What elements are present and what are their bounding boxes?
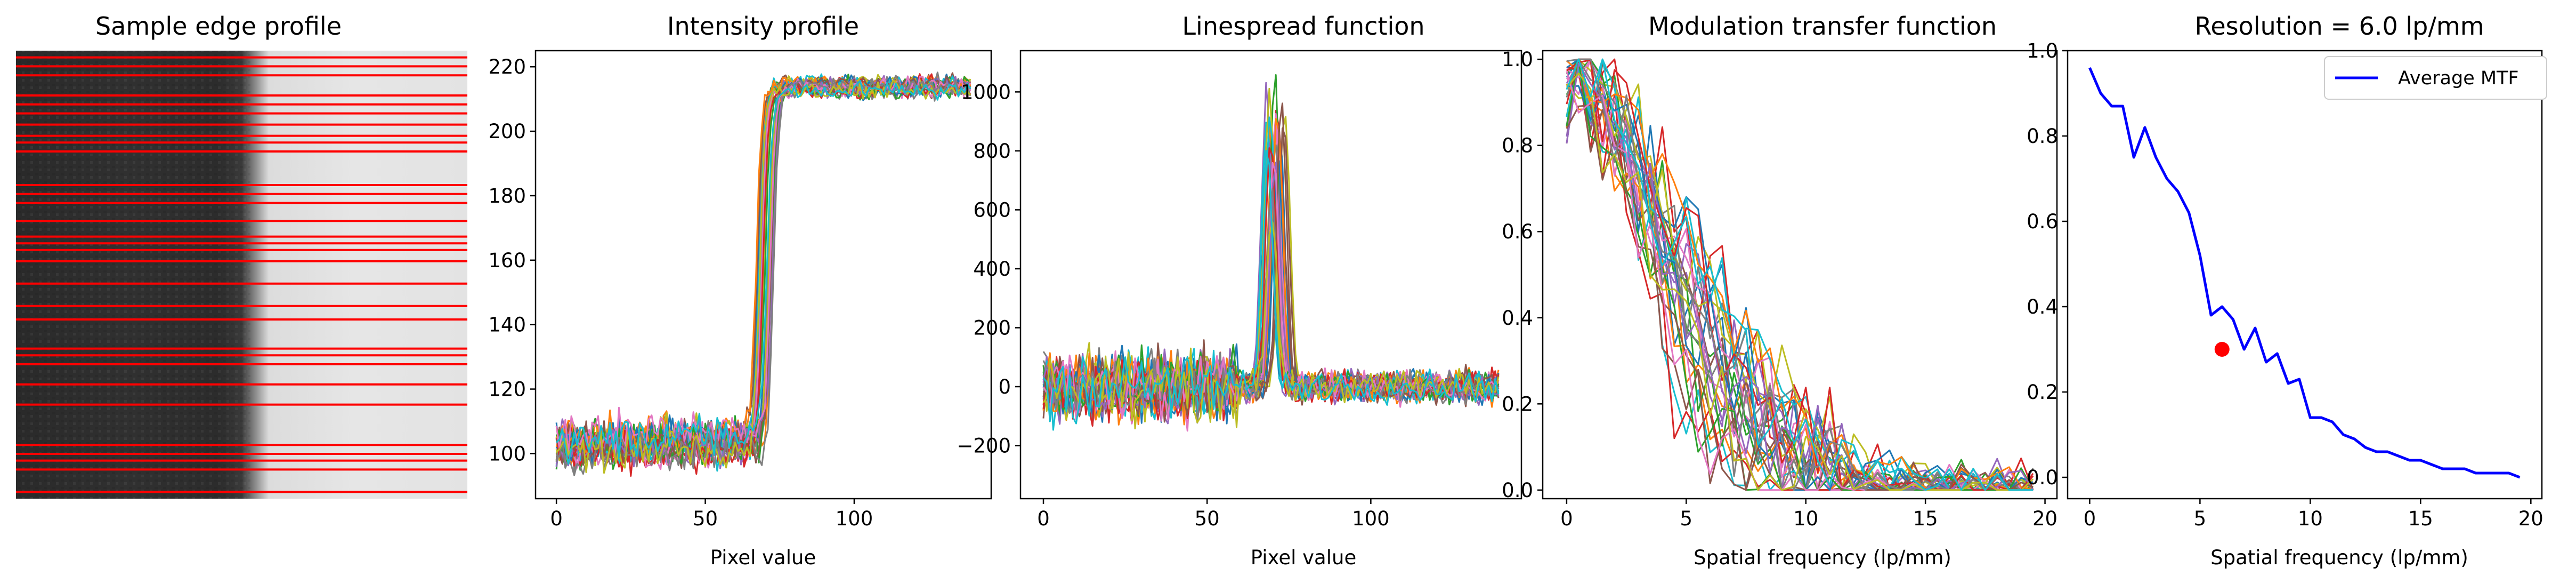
axes-frame xyxy=(1542,50,2058,500)
x-tick-label: 0 xyxy=(550,507,563,530)
x-tick-label: 20 xyxy=(2032,507,2057,530)
y-tick-label: 0.2 xyxy=(2027,381,2058,404)
x-tick-label: 15 xyxy=(1913,507,1938,530)
x-axis-label-resolution: Spatial frequency (lp/mm) xyxy=(2210,546,2468,569)
y-tick-label: 0.8 xyxy=(2027,125,2058,148)
y-tick-label: 0.6 xyxy=(2027,210,2058,233)
y-tick-label: 200 xyxy=(973,316,1011,339)
y-tick-label: 0 xyxy=(998,375,1011,398)
y-tick-label: 200 xyxy=(488,120,526,143)
mtf-series-10 xyxy=(1566,58,2034,491)
x-tick-label: 10 xyxy=(2298,507,2323,530)
panel-title-intensity: Intensity profile xyxy=(667,12,859,41)
y-tick-label: 0.4 xyxy=(2027,295,2058,318)
panel-title-mtf: Modulation transfer function xyxy=(1648,12,1997,41)
intensity-series-28 xyxy=(555,79,971,474)
x-axis-label-linespread: Pixel value xyxy=(1251,546,1356,569)
y-tick-label: 0.0 xyxy=(1502,479,1533,502)
lsf-series-29 xyxy=(1042,150,1500,425)
y-tick-label: 0.2 xyxy=(1502,393,1533,415)
mtf-series-23 xyxy=(1566,59,2034,491)
panel-sample-edge-profile: Sample edge profile xyxy=(16,12,467,499)
x-axis-label-mtf: Spatial frequency (lp/mm) xyxy=(1694,546,1951,569)
x-axis-label-intensity: Pixel value xyxy=(710,546,816,569)
panel-title-linespread: Linespread function xyxy=(1182,12,1424,41)
axes-frame xyxy=(1019,50,1522,500)
panel-intensity-profile: Intensity profile 0 50 100 100 120 140 160 180 2… xyxy=(488,12,992,569)
y-tick-label: 140 xyxy=(488,314,526,337)
x-tick-label: 50 xyxy=(693,507,718,530)
panel-linespread-function: Linespread function 0 50 100 −200 0 200 400 600… xyxy=(957,12,1522,569)
y-tick-label: 100 xyxy=(488,442,526,465)
legend: Average MTF xyxy=(2324,56,2547,100)
panel-mtf: Modulation transfer function 0 5 10 15 20 0.0… xyxy=(1502,12,2058,569)
average-mtf-line xyxy=(2088,67,2521,479)
x-tick-label: 0 xyxy=(1037,507,1050,530)
x-tick-label: 5 xyxy=(2194,507,2207,530)
y-tick-label: 0.4 xyxy=(1502,307,1533,330)
y-tick-label: 180 xyxy=(488,185,526,207)
x-tick-label: 0 xyxy=(2084,507,2096,530)
y-tick-label: 1000 xyxy=(961,81,1011,103)
legend-label-average-mtf: Average MTF xyxy=(2398,68,2519,89)
x-tick-label: 20 xyxy=(2518,507,2543,530)
x-tick-label: 5 xyxy=(1680,507,1693,530)
mtf-series-24 xyxy=(1566,62,2034,491)
x-tick-label: 10 xyxy=(1793,507,1818,530)
y-tick-label: 1.0 xyxy=(2027,39,2058,62)
y-tick-label: 600 xyxy=(973,198,1011,221)
y-tick-label: 0.0 xyxy=(2027,466,2058,489)
axes-frame xyxy=(534,50,992,500)
intensity-series-29 xyxy=(556,80,971,465)
y-tick-label: −200 xyxy=(957,435,1011,458)
panel-title-sample-edge: Sample edge profile xyxy=(95,12,342,41)
legend-frame xyxy=(2324,56,2547,100)
y-tick-label: 800 xyxy=(973,140,1011,163)
panel-title-resolution: Resolution = 6.0 lp/mm xyxy=(2194,12,2484,41)
scanlines xyxy=(16,56,467,493)
x-tick-label: 100 xyxy=(1352,507,1390,530)
resolution-marker xyxy=(2214,342,2230,357)
mtf-series-29 xyxy=(1566,58,2034,491)
y-tick-label: 220 xyxy=(488,55,526,78)
mtf-series-28 xyxy=(1566,73,2034,491)
y-tick-label: 0.6 xyxy=(1502,220,1533,243)
x-tick-label: 100 xyxy=(836,507,873,530)
panel-resolution: Resolution = 6.0 lp/mm 0 5 10 15 20 0.0 0.2 0.4… xyxy=(2027,12,2547,569)
y-tick-label: 0.8 xyxy=(1502,134,1533,157)
axes-frame xyxy=(2067,50,2543,500)
x-tick-label: 50 xyxy=(1195,507,1220,530)
lsf-series-28 xyxy=(1042,221,1500,423)
mtf-series-11 xyxy=(1566,60,2034,491)
x-tick-label: 0 xyxy=(1560,507,1573,530)
mtf-series-25 xyxy=(1566,104,2034,491)
y-tick-label: 1.0 xyxy=(1502,48,1533,71)
y-tick-label: 160 xyxy=(488,249,526,272)
y-tick-label: 400 xyxy=(973,258,1011,281)
y-tick-label: 120 xyxy=(488,378,526,401)
x-tick-label: 15 xyxy=(2408,507,2433,530)
